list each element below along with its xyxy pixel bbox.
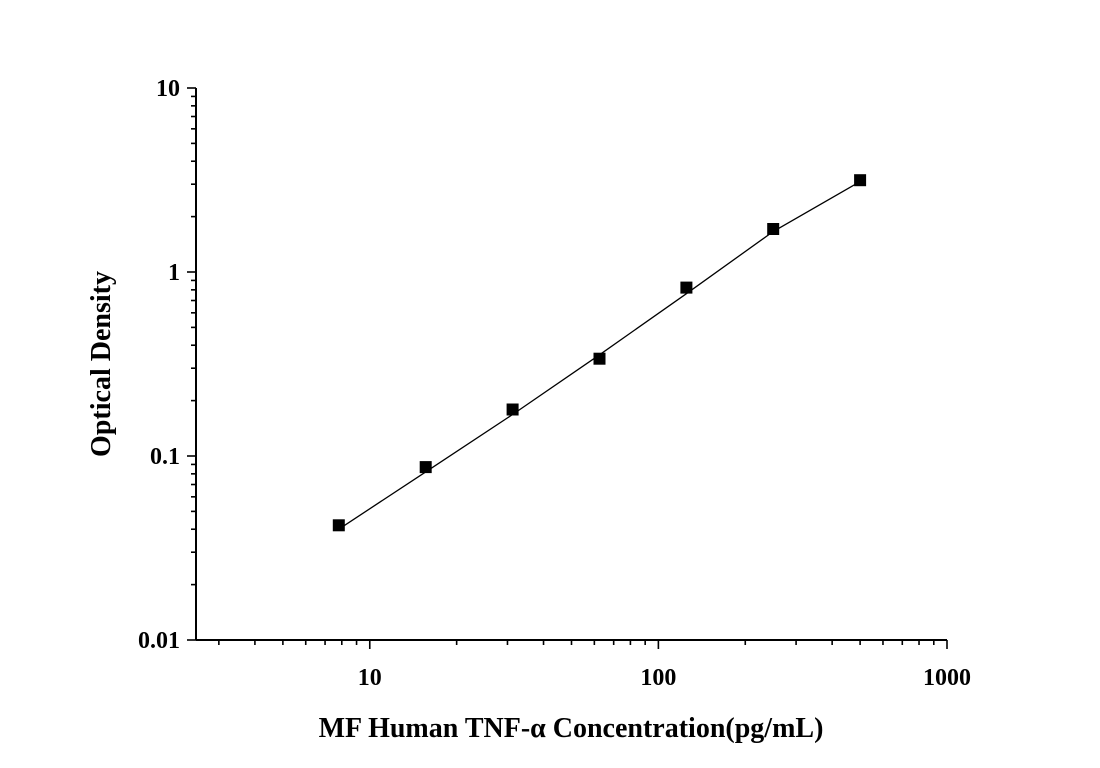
data-point-marker xyxy=(593,352,606,365)
x-tick-label: 100 xyxy=(640,665,676,691)
data-point-marker xyxy=(767,223,780,235)
y-tick-label: 1 xyxy=(168,260,180,286)
x-tick-label: 10 xyxy=(358,665,382,691)
data-point-marker xyxy=(332,519,345,532)
plot-area xyxy=(195,88,947,641)
data-point-marker xyxy=(854,174,867,187)
axis-ticks xyxy=(187,87,948,649)
axis-tick-labels: 0.01 0.1 1 10 10 100 1000 xyxy=(138,76,971,691)
x-axis-title: MF Human TNF-α Concentration(pg/mL) xyxy=(319,713,824,744)
data-point-marker xyxy=(419,461,432,474)
y-axis-title: Optical Density xyxy=(86,271,117,457)
data-point-marker xyxy=(680,281,693,294)
data-point-marker xyxy=(506,403,519,416)
y-tick-label: 0.01 xyxy=(138,628,180,654)
y-tick-label: 10 xyxy=(156,76,180,102)
data-markers xyxy=(332,174,867,532)
x-tick-label: 1000 xyxy=(923,665,971,691)
y-tick-label: 0.1 xyxy=(150,444,180,470)
